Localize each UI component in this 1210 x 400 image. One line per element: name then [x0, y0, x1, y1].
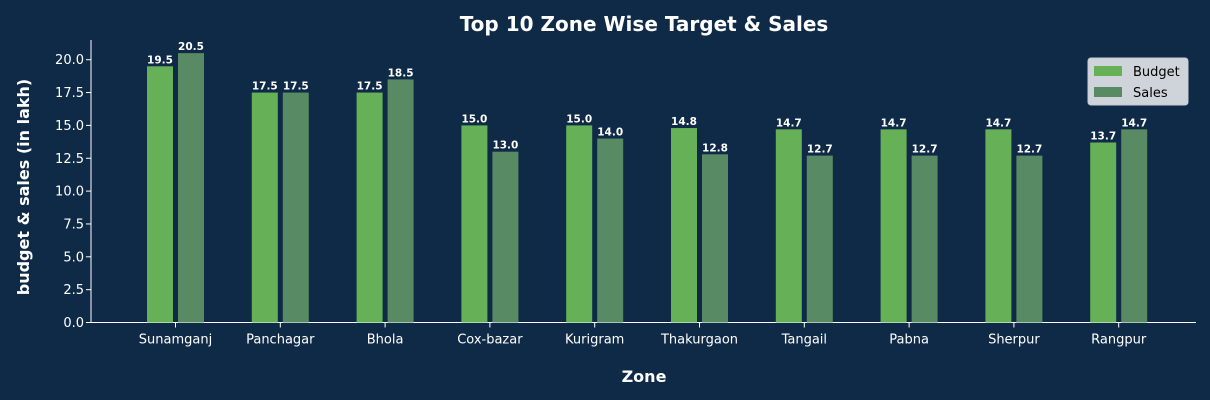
bar-sales	[282, 92, 309, 323]
x-tick-label: Cox-bazar	[457, 333, 523, 348]
data-label: 17.5	[252, 81, 278, 93]
bar-budget	[147, 66, 173, 323]
y-tick-label: 2.5	[63, 283, 84, 298]
bar-sales	[387, 79, 414, 323]
x-tick-label: Rangpur	[1091, 333, 1147, 348]
bar-sales	[806, 155, 833, 323]
x-axis-label: Zone	[622, 367, 667, 386]
bar-budget	[880, 129, 907, 323]
data-label: 19.5	[147, 54, 173, 66]
bar-budget	[775, 129, 802, 323]
y-tick-label: 20.0	[55, 53, 84, 68]
x-tick-label: Bhola	[367, 333, 404, 348]
data-label: 17.5	[357, 81, 383, 93]
x-tick-label: Panchagar	[246, 333, 315, 348]
y-tick-label: 17.5	[55, 86, 84, 101]
bar-sales	[1016, 155, 1043, 323]
legend: Budget Sales	[1087, 57, 1189, 106]
data-label: 14.0	[597, 127, 623, 139]
bar-sales	[702, 154, 728, 323]
x-tick-label: Pabna	[889, 333, 929, 348]
bar-sales	[597, 138, 624, 323]
bar-budget	[251, 92, 278, 323]
data-label: 14.7	[881, 117, 907, 129]
y-tick-label: 5.0	[63, 250, 84, 265]
data-label: 13.0	[492, 140, 518, 152]
x-tick-label: Sunamganj	[139, 333, 212, 348]
bar-sales	[492, 151, 519, 323]
legend-label: Sales	[1133, 86, 1168, 101]
data-label: 13.7	[1090, 130, 1116, 142]
data-label: 12.8	[702, 142, 728, 154]
y-tick-label: 7.5	[63, 217, 84, 232]
bar-sales	[1121, 129, 1148, 323]
bar-sales	[178, 53, 204, 323]
y-axis-label: budget & sales (in lakh)	[14, 79, 33, 295]
data-label: 14.7	[985, 117, 1011, 129]
y-tick-label: 0.0	[63, 316, 84, 331]
x-tick-label: Tangail	[781, 333, 827, 348]
bar-sales	[911, 155, 938, 323]
data-label: 15.0	[566, 113, 592, 125]
legend-swatch-budget	[1094, 66, 1122, 76]
y-tick-label: 12.5	[55, 152, 84, 167]
bar-budget	[461, 125, 488, 323]
data-label: 14.8	[671, 116, 697, 128]
bar-budget	[671, 128, 697, 323]
y-tick-label: 10.0	[55, 185, 84, 200]
plot-area: 0.0 2.5 5.0 7.5 10.0 12.5 15.0 17.5 20.0 Sunamgan…	[55, 40, 1196, 348]
bar-budget	[566, 125, 593, 323]
x-tick-label: Sherpur	[988, 333, 1040, 348]
data-label: 18.5	[388, 67, 414, 79]
data-label: 17.5	[283, 81, 309, 93]
data-label: 12.7	[1016, 144, 1042, 156]
data-label: 14.7	[776, 117, 802, 129]
data-label: 12.7	[912, 144, 938, 156]
legend-swatch-sales	[1094, 87, 1122, 97]
data-label: 20.5	[178, 41, 204, 53]
bar-budget	[1090, 142, 1117, 323]
data-label: 14.7	[1121, 117, 1147, 129]
legend-label: Budget	[1133, 65, 1180, 80]
data-label: 12.7	[807, 144, 833, 156]
bar-budget	[985, 129, 1012, 323]
chart-title: Top 10 Zone Wise Target & Sales	[460, 12, 829, 36]
y-tick-label: 15.0	[55, 119, 84, 134]
data-label: 15.0	[461, 113, 487, 125]
x-tick-label: Thakurgaon	[660, 333, 738, 348]
x-tick-label: Kurigram	[565, 333, 624, 348]
bar-budget	[356, 92, 383, 323]
